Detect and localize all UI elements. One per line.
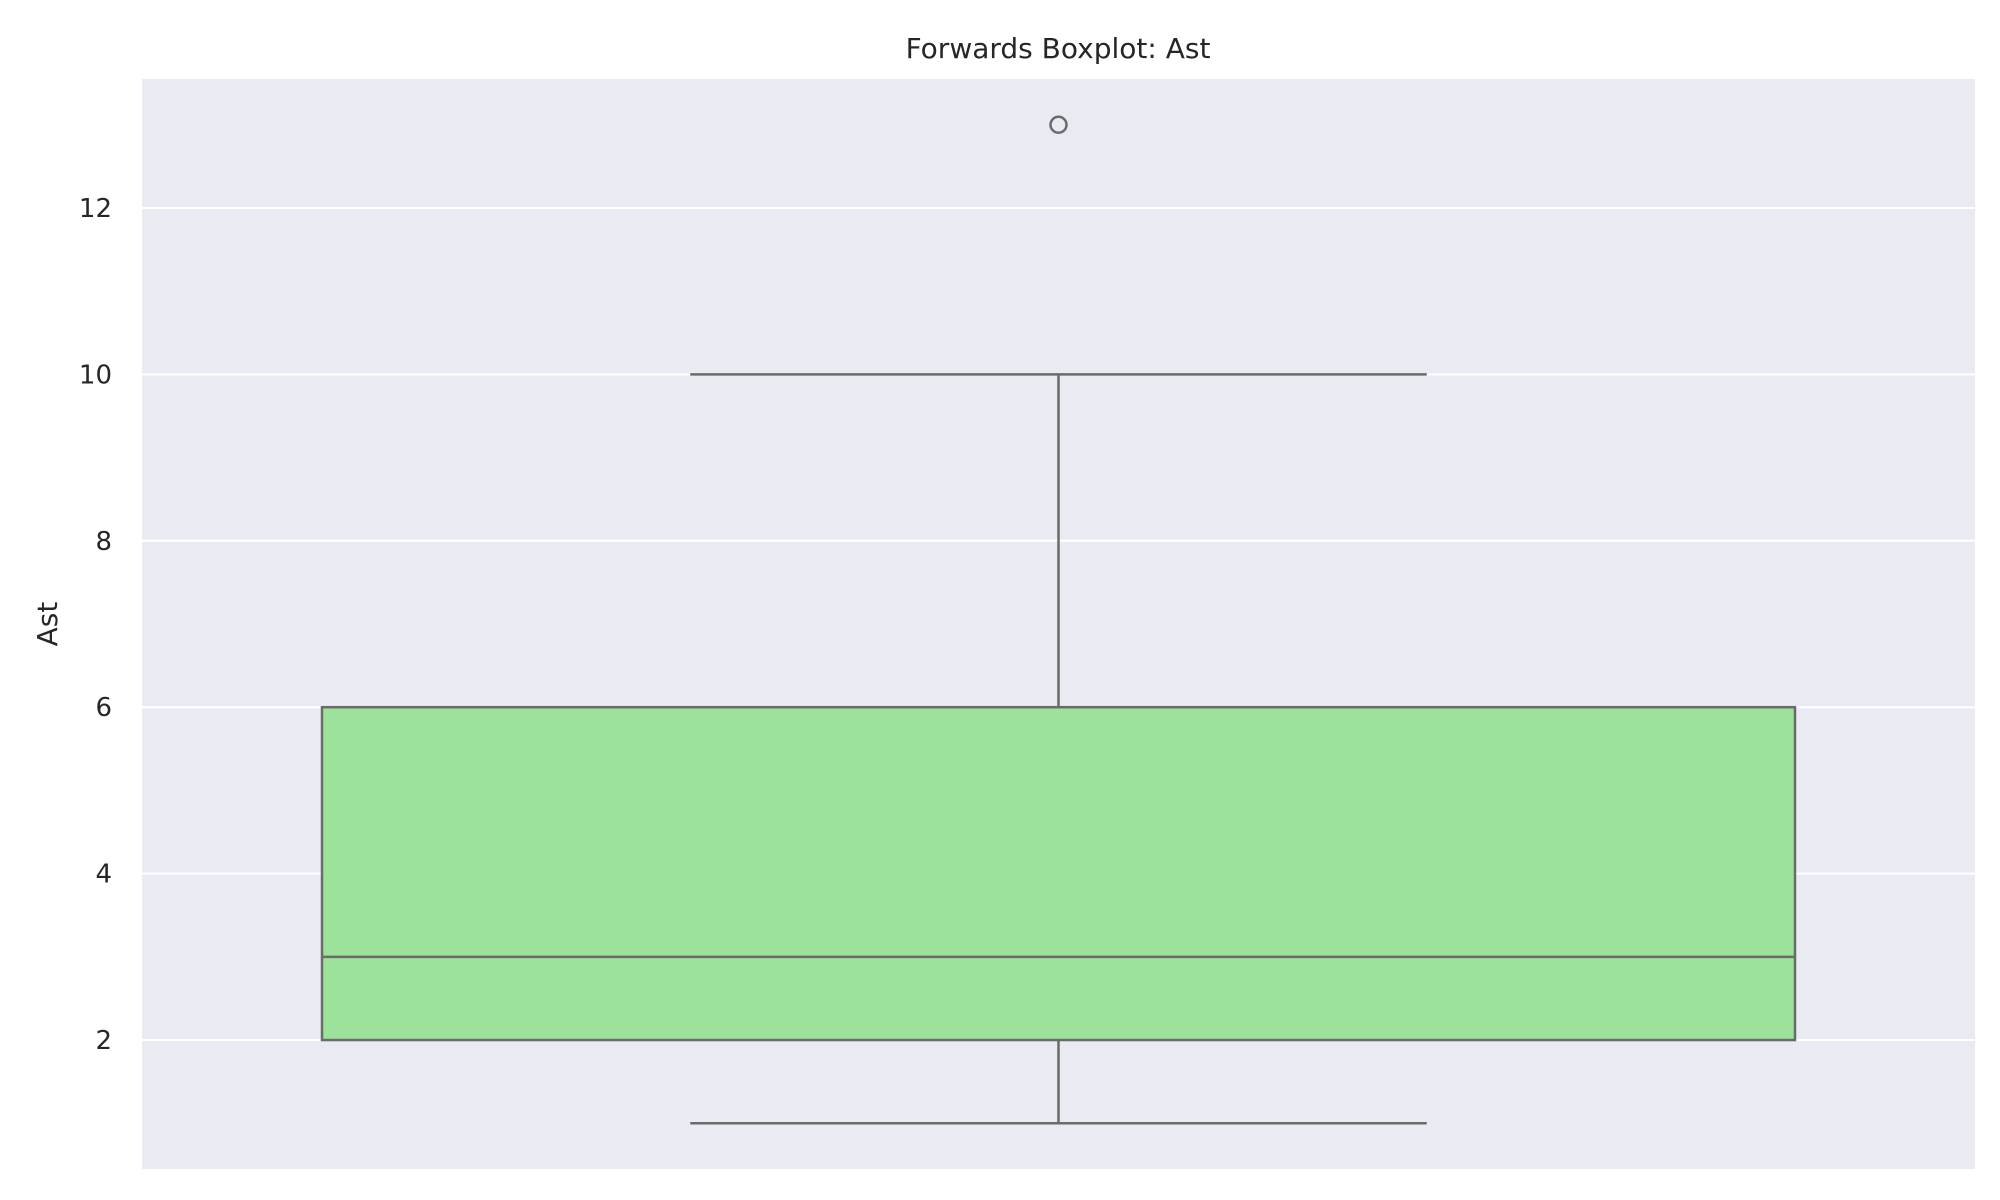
- y-tick-label: 4: [95, 860, 112, 890]
- iqr-box: [320, 705, 1797, 1042]
- y-tick-labels: 2 4 6 8 10 12: [79, 194, 112, 1056]
- y-tick-label: 10: [79, 360, 112, 390]
- y-tick-label: 12: [79, 194, 112, 224]
- y-tick-label: 8: [95, 527, 112, 557]
- y-axis-label: Ast: [31, 602, 64, 647]
- box-elements: [320, 115, 1797, 1125]
- y-tick-label: 6: [95, 693, 112, 723]
- outlier-point: [1049, 115, 1068, 135]
- chart-title: Forwards Boxplot: Ast: [906, 32, 1211, 65]
- y-tick-label: 2: [95, 1026, 112, 1056]
